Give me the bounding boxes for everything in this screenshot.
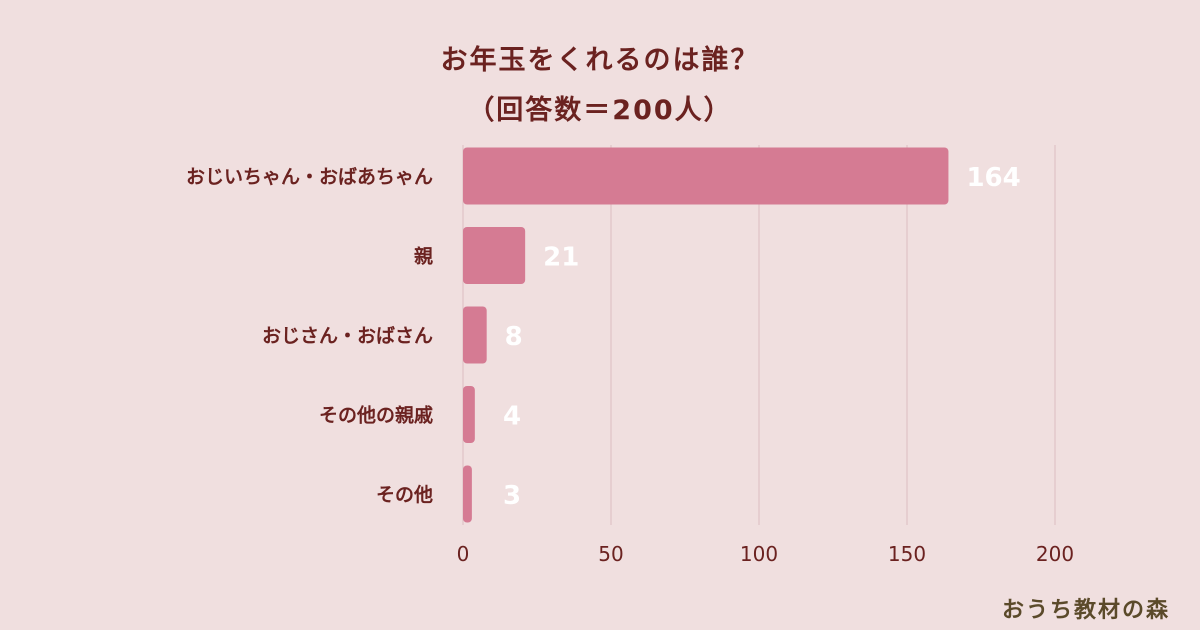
bar xyxy=(463,147,949,205)
x-tick-label: 100 xyxy=(740,542,778,566)
chart-subtitle: （回答数＝200人） xyxy=(467,95,733,126)
value-label: 3 xyxy=(503,481,521,511)
category-label: 親 xyxy=(414,245,433,268)
category-label: おじいちゃん・おばあちゃん xyxy=(186,166,433,188)
value-label: 21 xyxy=(543,243,579,273)
x-tick-label: 50 xyxy=(598,542,623,566)
x-tick-label: 0 xyxy=(457,542,470,566)
value-label: 4 xyxy=(503,402,521,432)
category-label: その他 xyxy=(376,483,433,506)
bar xyxy=(463,227,526,284)
bar xyxy=(463,386,475,443)
bar xyxy=(463,306,487,364)
value-label: 8 xyxy=(505,322,523,352)
bar xyxy=(463,465,472,523)
brand-logo: おうち教材の森 xyxy=(1001,597,1170,623)
x-tick-label: 200 xyxy=(1036,542,1074,566)
chart-title: お年玉をくれるのは誰？ xyxy=(440,45,760,76)
category-label: おじさん・おばさん xyxy=(262,325,433,347)
category-label: その他の親戚 xyxy=(319,404,433,427)
value-label: 164 xyxy=(966,163,1020,193)
x-tick-label: 150 xyxy=(888,542,926,566)
